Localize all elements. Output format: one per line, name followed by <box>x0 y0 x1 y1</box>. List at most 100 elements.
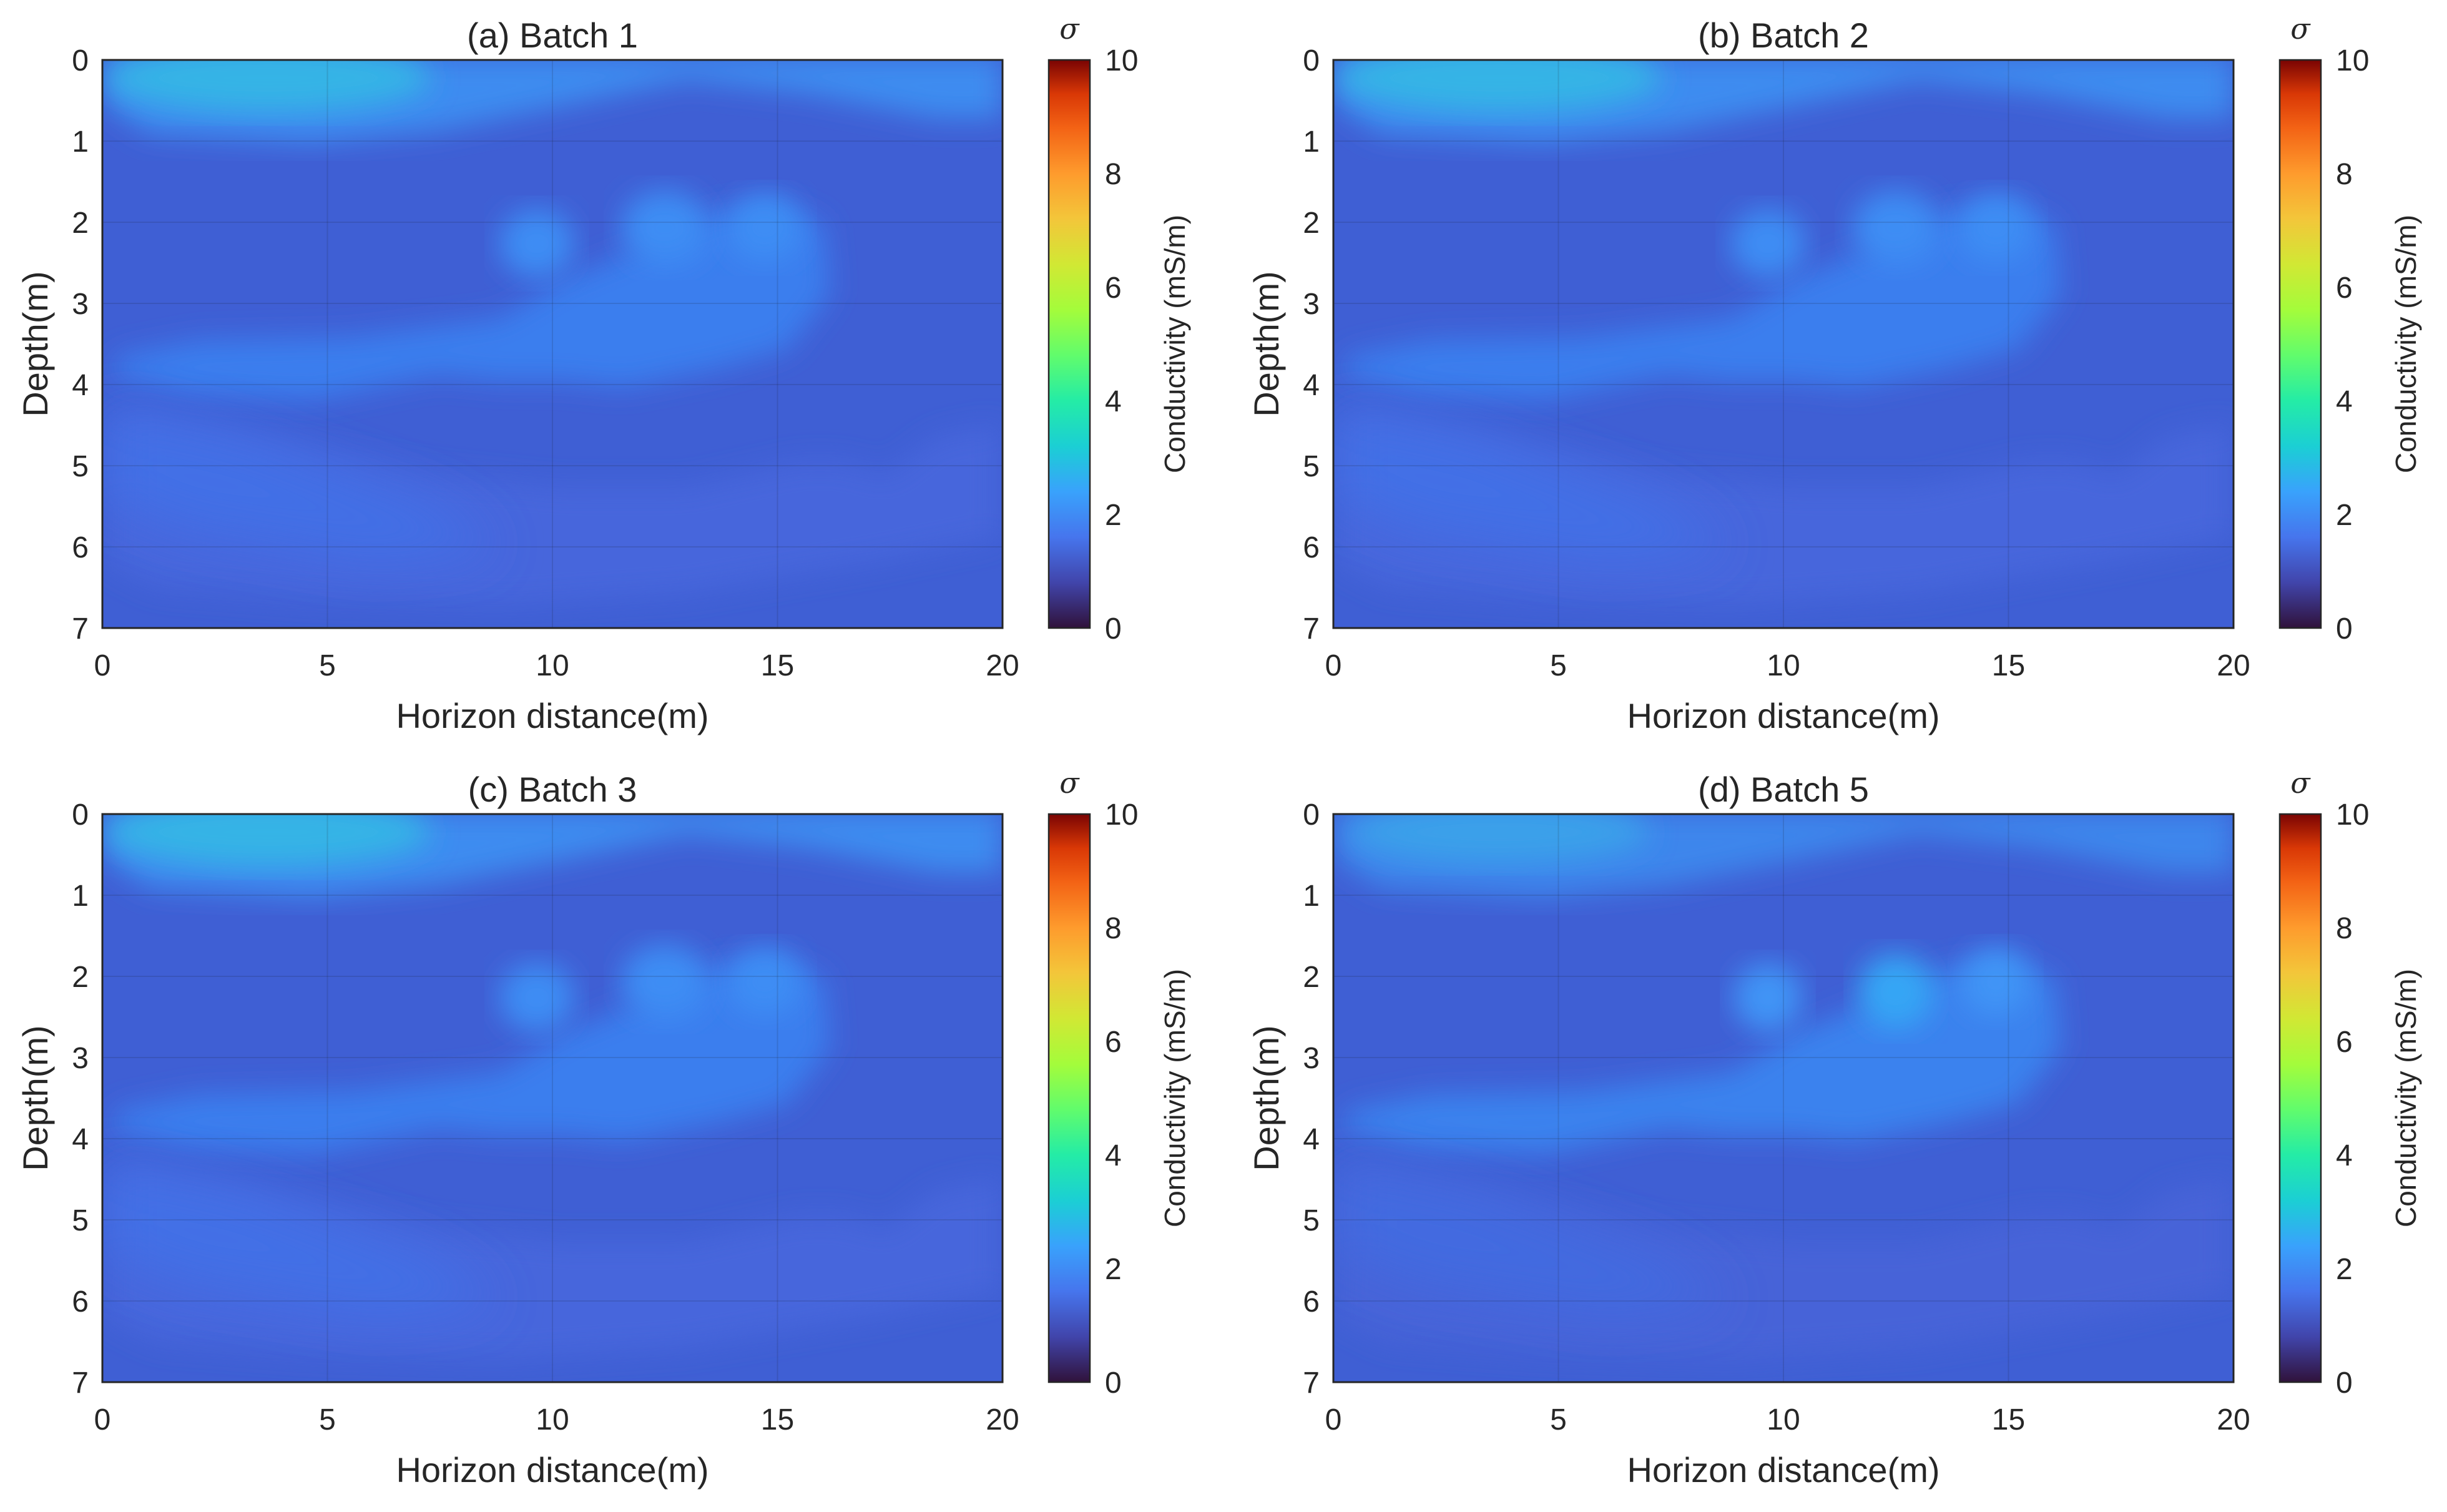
y-tick-label: 1 <box>72 125 89 159</box>
y-tick-label: 7 <box>1303 1367 1320 1400</box>
colorbar-symbol: σ <box>2290 12 2311 46</box>
x-tick-label: 5 <box>1550 649 1567 682</box>
y-tick-label: 3 <box>72 1042 89 1075</box>
x-tick-label: 0 <box>1325 649 1342 682</box>
y-tick-label: 4 <box>1303 369 1320 402</box>
x-tick-label: 20 <box>986 1403 1019 1436</box>
y-tick-label: 5 <box>1303 450 1320 483</box>
x-tick-label: 0 <box>1325 1403 1342 1436</box>
y-axis-label: Depth(m) <box>1247 271 1286 416</box>
x-tick-label: 5 <box>319 649 336 682</box>
x-axis-label: Horizon distance(m) <box>1627 1450 1939 1490</box>
colorbar-a: σ 10 8 6 4 2 0 Conductivity (mS/m) <box>1047 12 1191 646</box>
y-tick-label: 0 <box>1303 798 1320 832</box>
colorbar-tick-label: 0 <box>2336 612 2353 646</box>
colorbar-tick-label: 4 <box>2336 385 2353 418</box>
colorbar-c: σ 10 8 6 4 2 0 Conductivity (mS/m) <box>1047 766 1191 1400</box>
grid-a <box>102 60 1003 628</box>
colorbar-label: Conductivity (mS/m) <box>1159 215 1191 473</box>
grid-c <box>102 814 1003 1382</box>
colorbar-tick-label: 2 <box>2336 1253 2353 1286</box>
colorbar-label: Conductivity (mS/m) <box>1159 969 1191 1227</box>
panel-title: (b) Batch 2 <box>1698 16 1869 55</box>
x-axis-c: 0 5 10 15 20 <box>94 1403 1019 1436</box>
x-axis-d: 0 5 10 15 20 <box>1325 1403 2250 1436</box>
x-axis-label: Horizon distance(m) <box>396 1450 709 1490</box>
x-tick-label: 15 <box>1992 649 2025 682</box>
x-tick-label: 0 <box>94 649 111 682</box>
x-tick-label: 10 <box>1767 649 1800 682</box>
colorbar-tick-label: 10 <box>2336 798 2369 832</box>
colorbar-tick-label: 6 <box>1105 1026 1122 1059</box>
y-axis-label: Depth(m) <box>1247 1025 1286 1171</box>
y-tick-label: 1 <box>1303 880 1320 913</box>
y-tick-label: 0 <box>72 798 89 832</box>
panel-a: (a) Batch 1 0 1 2 3 4 5 6 7 0 5 10 15 20… <box>16 12 1191 735</box>
y-axis-b: 0 1 2 3 4 5 6 7 <box>1303 44 1320 646</box>
colorbar-tick-label: 8 <box>2336 158 2353 191</box>
y-tick-label: 5 <box>72 1204 89 1237</box>
panel-title: (c) Batch 3 <box>468 770 637 809</box>
colorbar-tick-label: 2 <box>2336 499 2353 532</box>
colorbar-b: σ 10 8 6 4 2 0 Conductivity (mS/m) <box>2278 12 2422 646</box>
y-tick-label: 2 <box>72 207 89 240</box>
heatmap-a <box>101 59 1004 629</box>
colorbar-symbol: σ <box>1059 766 1080 800</box>
x-tick-label: 20 <box>2217 649 2250 682</box>
colorbar-tick-label: 4 <box>1105 385 1122 418</box>
x-axis-b: 0 5 10 15 20 <box>1325 649 2250 682</box>
colorbar-tick-label: 4 <box>1105 1139 1122 1172</box>
heatmap-b <box>1332 59 2235 629</box>
y-tick-label: 0 <box>1303 44 1320 77</box>
colorbar-tick-label: 10 <box>2336 44 2369 77</box>
colorbar-tick-label: 2 <box>1105 499 1122 532</box>
y-tick-label: 5 <box>72 450 89 483</box>
y-tick-label: 7 <box>72 612 89 646</box>
panel-c: (c) Batch 3 0 1 2 3 4 5 6 7 0 5 10 15 20… <box>16 766 1191 1490</box>
y-tick-label: 7 <box>72 1367 89 1400</box>
y-tick-label: 4 <box>72 369 89 402</box>
y-tick-label: 3 <box>72 288 89 321</box>
y-tick-label: 2 <box>72 961 89 994</box>
x-tick-label: 5 <box>319 1403 336 1436</box>
y-tick-label: 3 <box>1303 1042 1320 1075</box>
x-tick-label: 5 <box>1550 1403 1567 1436</box>
y-axis-a: 0 1 2 3 4 5 6 7 <box>72 44 89 646</box>
y-axis-label: Depth(m) <box>16 271 55 416</box>
colorbar-tick-label: 6 <box>2336 272 2353 305</box>
colorbar-label: Conductivity (mS/m) <box>2390 969 2422 1227</box>
y-tick-label: 3 <box>1303 288 1320 321</box>
colorbar-symbol: σ <box>2290 766 2311 800</box>
colorbar-tick-label: 10 <box>1105 44 1138 77</box>
anomalies-d <box>1333 814 2234 1360</box>
colorbar-symbol: σ <box>1059 12 1080 46</box>
panel-b: (b) Batch 2 0 1 2 3 4 5 6 7 0 5 10 15 20… <box>1247 12 2422 735</box>
x-tick-label: 0 <box>94 1403 111 1436</box>
y-tick-label: 1 <box>72 880 89 913</box>
panel-d: (d) Batch 5 0 1 2 3 4 5 6 7 0 5 10 15 20… <box>1247 766 2422 1490</box>
colorbar-tick-label: 8 <box>2336 912 2353 945</box>
colorbar-tick-label: 0 <box>2336 1367 2353 1400</box>
y-tick-label: 4 <box>72 1123 89 1156</box>
colorbar-tick-label: 6 <box>1105 272 1122 305</box>
x-tick-label: 10 <box>536 649 569 682</box>
panel-title: (d) Batch 5 <box>1698 770 1869 809</box>
heatmap-d <box>1332 813 2235 1383</box>
y-tick-label: 6 <box>72 1285 89 1318</box>
y-tick-label: 5 <box>1303 1204 1320 1237</box>
y-tick-label: 0 <box>72 44 89 77</box>
x-axis-label: Horizon distance(m) <box>1627 696 1939 735</box>
y-axis-label: Depth(m) <box>16 1025 55 1171</box>
anomalies-a <box>102 60 1003 606</box>
y-axis-c: 0 1 2 3 4 5 6 7 <box>72 798 89 1400</box>
y-axis-d: 0 1 2 3 4 5 6 7 <box>1303 798 1320 1400</box>
colorbar-tick-label: 8 <box>1105 912 1122 945</box>
y-tick-label: 6 <box>72 531 89 564</box>
heatmap-c <box>101 813 1004 1383</box>
x-tick-label: 10 <box>1767 1403 1800 1436</box>
x-tick-label: 20 <box>986 649 1019 682</box>
x-tick-label: 20 <box>2217 1403 2250 1436</box>
y-tick-label: 2 <box>1303 961 1320 994</box>
y-tick-label: 6 <box>1303 531 1320 564</box>
